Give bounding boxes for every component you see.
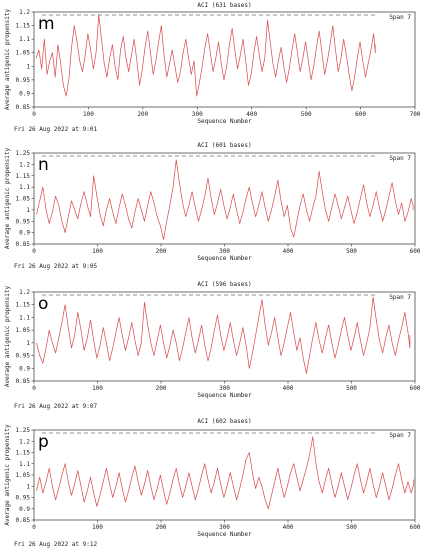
chart-m-x-tick-label-7: 700: [410, 111, 421, 118]
chart-p-y-tick-label-0: 0.85: [16, 517, 31, 524]
chart-m-y-tick-label-3: 1: [26, 63, 30, 70]
chart-p-x-axis-label: Sequence Number: [197, 531, 252, 538]
chart-m-y-tick-label-0: 0.85: [16, 104, 31, 111]
chart-m-plot-frame: [33, 11, 416, 108]
chart-m-x-tick-label-1: 100: [83, 111, 94, 118]
chart-o-x-tick-label-3: 300: [219, 385, 230, 392]
chart-o-x-tick-label-1: 100: [92, 385, 103, 392]
chart-p-y-tick-label-5: 1.1: [19, 461, 30, 468]
chart-m-x-tick-label-6: 600: [355, 111, 366, 118]
chart-p-x-tick-label-4: 400: [283, 524, 294, 531]
chart-n-y-tick-label-1: 0.9: [19, 230, 30, 237]
chart-m-x-tick-label-4: 400: [246, 111, 257, 118]
chart-o-title: ACI (596 bases): [197, 281, 251, 288]
chart-n-y-axis-label: Average antigenic propensity: [4, 148, 11, 250]
chart-p-y-tick-label-4: 1.05: [16, 472, 31, 479]
chart-m-y-tick-label-2: 0.95: [16, 77, 31, 84]
chart-n-x-tick-label-4: 400: [283, 248, 294, 255]
chart-n-x-tick-label-1: 100: [92, 248, 103, 255]
chart-m-series-line: [35, 14, 376, 97]
chart-o-y-tick-label-4: 1.05: [16, 327, 31, 334]
chart-p-footer-timestamp: Fri 26 Aug 2022 at 9:12: [14, 541, 97, 548]
chart-o-y-tick-label-2: 0.95: [16, 353, 31, 360]
chart-o-x-tick-label-0: 0: [32, 385, 36, 392]
chart-m-y-tick-label-4: 1.05: [16, 50, 31, 57]
chart-p-x-tick-label-6: 600: [410, 524, 421, 531]
chart-o-plot-frame: [33, 291, 416, 382]
chart-o-panel-label: o: [38, 294, 48, 314]
chart-o-span-label: Span 7: [389, 294, 411, 301]
chart-p-title: ACI (602 bases): [197, 418, 251, 425]
chart-n-y-tick-label-6: 1.15: [16, 173, 31, 180]
chart-p-x-tick-label-0: 0: [32, 524, 36, 531]
chart-n-x-tick-label-2: 200: [156, 248, 167, 255]
chart-n-span-label: Span 7: [389, 155, 411, 162]
chart-o-y-tick-label-7: 1.2: [19, 289, 30, 296]
chart-p-y-tick-label-7: 1.2: [19, 438, 30, 445]
chart-p-y-tick-label-8: 1.25: [16, 427, 31, 434]
chart-p-y-tick-label-6: 1.15: [16, 450, 31, 457]
chart-m-span-label: Span 7: [389, 14, 411, 21]
chart-p-y-tick-label-1: 0.9: [19, 506, 30, 513]
chart-p-x-tick-label-5: 500: [346, 524, 357, 531]
chart-n-y-tick-label-3: 1: [26, 207, 30, 214]
chart-p-series-line: [36, 436, 415, 510]
chart-n-y-tick-label-4: 1.05: [16, 196, 31, 203]
chart-o-x-tick-label-6: 600: [410, 385, 421, 392]
chart-n-plot-frame: [33, 152, 416, 245]
chart-n-title: ACI (601 bases): [197, 142, 251, 149]
chart-p-plot-frame: [33, 429, 416, 521]
chart-p-y-tick-label-2: 0.95: [16, 495, 31, 502]
chart-o-footer-timestamp: Fri 26 Aug 2022 at 9:07: [14, 403, 97, 410]
chart-n-y-tick-label-7: 1.2: [19, 161, 30, 168]
chart-m-x-axis-label: Sequence Number: [197, 118, 252, 125]
chart-m-y-tick-label-5: 1.1: [19, 36, 30, 43]
chart-n-series-line: [36, 159, 414, 240]
chart-n-x-tick-label-3: 300: [219, 248, 230, 255]
chart-n-x-tick-label-0: 0: [32, 248, 36, 255]
chart-n-x-tick-label-6: 600: [410, 248, 421, 255]
chart-o-y-axis-label: Average antigenic propensity: [4, 286, 11, 388]
chart-m-y-tick-label-1: 0.9: [19, 90, 30, 97]
chart-o-series-line: [36, 296, 411, 374]
chart-p-y-axis-label: Average antigenic propensity: [4, 424, 11, 526]
chart-o-y-tick-label-1: 0.9: [19, 365, 30, 372]
chart-n-footer-timestamp: Fri 26 Aug 2022 at 9:05: [14, 263, 97, 270]
chart-o-y-tick-label-5: 1.1: [19, 314, 30, 321]
chart-m-y-axis-label: Average antigenic propensity: [4, 9, 11, 111]
chart-p-panel-label: p: [38, 432, 49, 452]
chart-m-x-tick-label-3: 300: [192, 111, 203, 118]
chart-o-x-tick-label-2: 200: [156, 385, 167, 392]
chart-n-y-tick-label-2: 0.95: [16, 218, 31, 225]
chart-p-x-tick-label-1: 100: [92, 524, 103, 531]
chart-o-x-axis-label: Sequence Number: [197, 392, 252, 399]
chart-p-x-tick-label-2: 200: [156, 524, 167, 531]
chart-n-panel-label: n: [38, 155, 49, 175]
chart-m-footer-timestamp: Fri 26 Aug 2022 at 9:01: [14, 126, 97, 133]
chart-p-x-tick-label-3: 300: [219, 524, 230, 531]
chart-o-x-tick-label-4: 400: [283, 385, 294, 392]
chart-o-y-tick-label-3: 1: [26, 340, 30, 347]
chart-n-y-tick-label-5: 1.1: [19, 184, 30, 191]
chart-n-y-tick-label-0: 0.85: [16, 241, 31, 248]
chart-n-x-axis-label: Sequence Number: [197, 255, 252, 262]
chart-p-y-tick-label-3: 1: [26, 483, 30, 490]
chart-n-x-tick-label-5: 500: [346, 248, 357, 255]
chart-m-x-tick-label-0: 0: [32, 111, 36, 118]
chart-m-title: ACI (631 bases): [197, 2, 251, 9]
chart-n-y-tick-label-8: 1.25: [16, 150, 31, 157]
chart-m-y-tick-label-6: 1.15: [16, 23, 31, 30]
chart-m-y-tick-label-7: 1.2: [19, 9, 30, 16]
chart-p-span-label: Span 7: [389, 432, 411, 439]
chart-o-y-tick-label-6: 1.15: [16, 302, 31, 309]
chart-o-x-tick-label-5: 500: [346, 385, 357, 392]
chart-m-panel-label: m: [38, 14, 55, 34]
chart-m-x-tick-label-5: 500: [301, 111, 312, 118]
chart-o-y-tick-label-0: 0.85: [16, 378, 31, 385]
chart-m-x-tick-label-2: 200: [137, 111, 148, 118]
